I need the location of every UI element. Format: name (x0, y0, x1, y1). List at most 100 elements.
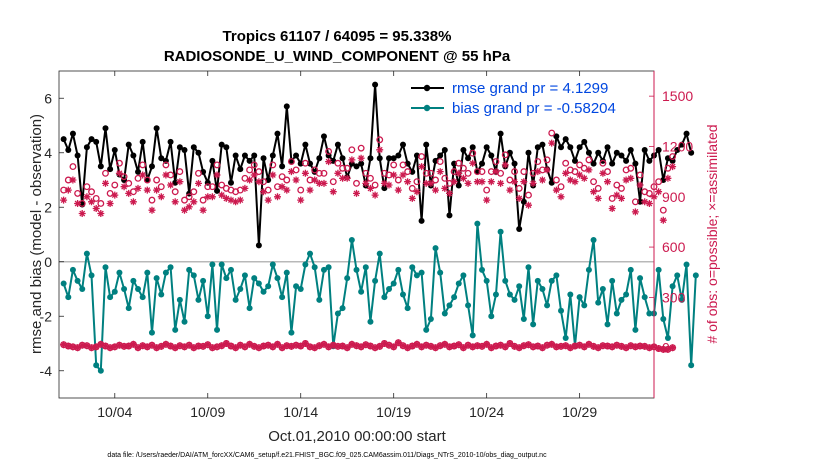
obs-possible-point (287, 158, 295, 166)
obs-bottom-assimilated-point (78, 341, 86, 349)
obs-assimilated-point (529, 179, 537, 187)
obs-bottom-assimilated-point (297, 342, 305, 350)
bias-point (190, 272, 197, 279)
obs-assimilated-point (436, 168, 444, 176)
obs-assimilated-point (236, 196, 244, 204)
obs-possible-point (297, 186, 305, 194)
obs-possible-point (102, 169, 109, 177)
chart-subtitle: RADIOSONDE_U_WIND_COMPONENT @ 55 hPa (164, 48, 511, 65)
obs-possible-point (348, 146, 356, 154)
obs-assimilated-point (478, 178, 486, 186)
bias-point (121, 286, 128, 292)
obs-possible-point (334, 159, 342, 167)
rmse-point (339, 155, 346, 162)
obs-assimilated-point (446, 189, 453, 197)
obs-assimilated-point (92, 205, 100, 212)
obs-assimilated-point (195, 179, 202, 187)
obs-assimilated-point (455, 169, 463, 177)
y-tick-label: -2 (40, 308, 53, 324)
obs-assimilated-point (218, 191, 226, 199)
obs-possible-point (618, 184, 625, 192)
rmse-point (74, 152, 81, 159)
obs-bottom-assimilated-point (580, 343, 588, 351)
bias-point (399, 291, 406, 298)
obs-possible-point (74, 189, 82, 197)
obs-bottom-assimilated-point (525, 341, 532, 349)
obs-assimilated-point (422, 179, 430, 187)
rmse-point (334, 141, 341, 148)
bias-point (413, 272, 420, 279)
rmse-point (437, 152, 444, 159)
bias-point (655, 266, 662, 273)
legend-rmse-marker (423, 84, 431, 92)
plot-area (58, 70, 699, 399)
obs-assimilated-point (185, 203, 193, 211)
obs-bottom-assimilated-point (483, 340, 491, 348)
obs-bottom-assimilated-point (292, 341, 300, 349)
obs-bottom-assimilated-point (339, 342, 347, 350)
obs-assimilated-point (669, 163, 677, 171)
obs-assimilated-point (636, 181, 644, 189)
rmse-point (637, 198, 644, 205)
bias-point (214, 326, 221, 333)
obs-bottom-assimilated-point (162, 340, 170, 348)
obs-assimilated-point (162, 171, 170, 179)
bias-point (404, 305, 411, 312)
obs-bottom-assimilated-point (427, 342, 435, 350)
rmse-point (567, 144, 574, 151)
obs-possible-point (599, 159, 607, 167)
obs-assimilated-point (357, 154, 365, 162)
obs-assimilated-point (659, 216, 667, 224)
obs-possible-point (608, 194, 616, 202)
bias-point (455, 280, 462, 287)
obs-bottom-assimilated-point (320, 340, 328, 348)
rmse-point (581, 138, 588, 145)
obs-bottom-assimilated-point (348, 340, 356, 348)
obs-assimilated-point (515, 194, 523, 202)
obs-bottom-assimilated-point (366, 342, 374, 350)
rmse-point (525, 149, 532, 156)
obs-possible-point (213, 161, 221, 169)
obs-assimilated-point (325, 158, 333, 166)
rmse-point (246, 157, 253, 164)
obs-assimilated-point (343, 174, 351, 182)
obs-bottom-assimilated-point (218, 342, 226, 350)
rmse-point (260, 155, 267, 162)
obs-assimilated-point (655, 188, 663, 196)
obs-bottom-assimilated-point (618, 342, 625, 350)
obs-bottom-assimilated-point (608, 343, 616, 351)
rmse-point (623, 157, 630, 164)
bias-point (274, 275, 281, 282)
obs-possible-point (255, 168, 263, 176)
obs-bottom-assimilated-point (255, 344, 263, 352)
right-y-tick-label: 600 (662, 239, 686, 255)
bias-point (97, 367, 104, 374)
obs-assimilated-point (329, 188, 337, 196)
obs-possible-point (669, 153, 677, 160)
obs-bottom-assimilated-point (301, 340, 309, 347)
rmse-point (97, 163, 104, 170)
obs-bottom-assimilated-point (599, 342, 607, 350)
obs-possible-point (283, 176, 291, 184)
obs-assimilated-point (645, 200, 653, 207)
obs-assimilated-point (492, 168, 500, 176)
obs-possible-point (636, 171, 644, 179)
rmse-point (558, 144, 565, 151)
obs-possible-point (325, 148, 333, 155)
obs-assimilated-point (450, 178, 458, 186)
bias-point (144, 269, 151, 276)
rmse-point (646, 157, 653, 164)
bias-point (520, 315, 527, 322)
obs-possible-point (83, 183, 91, 191)
obs-assimilated-point (339, 174, 347, 182)
obs-possible-point (408, 184, 416, 192)
bias-point (269, 261, 276, 268)
obs-assimilated-point (171, 198, 179, 206)
rmse-point (683, 130, 690, 137)
obs-bottom-assimilated-point (576, 341, 584, 349)
obs-possible-point (88, 188, 95, 196)
obs-bottom-assimilated-point (594, 344, 602, 352)
obs-possible-point (157, 183, 165, 191)
legend-rmse-label: rmse grand pr = 4.1299 (452, 80, 608, 97)
obs-possible-point (69, 163, 77, 171)
